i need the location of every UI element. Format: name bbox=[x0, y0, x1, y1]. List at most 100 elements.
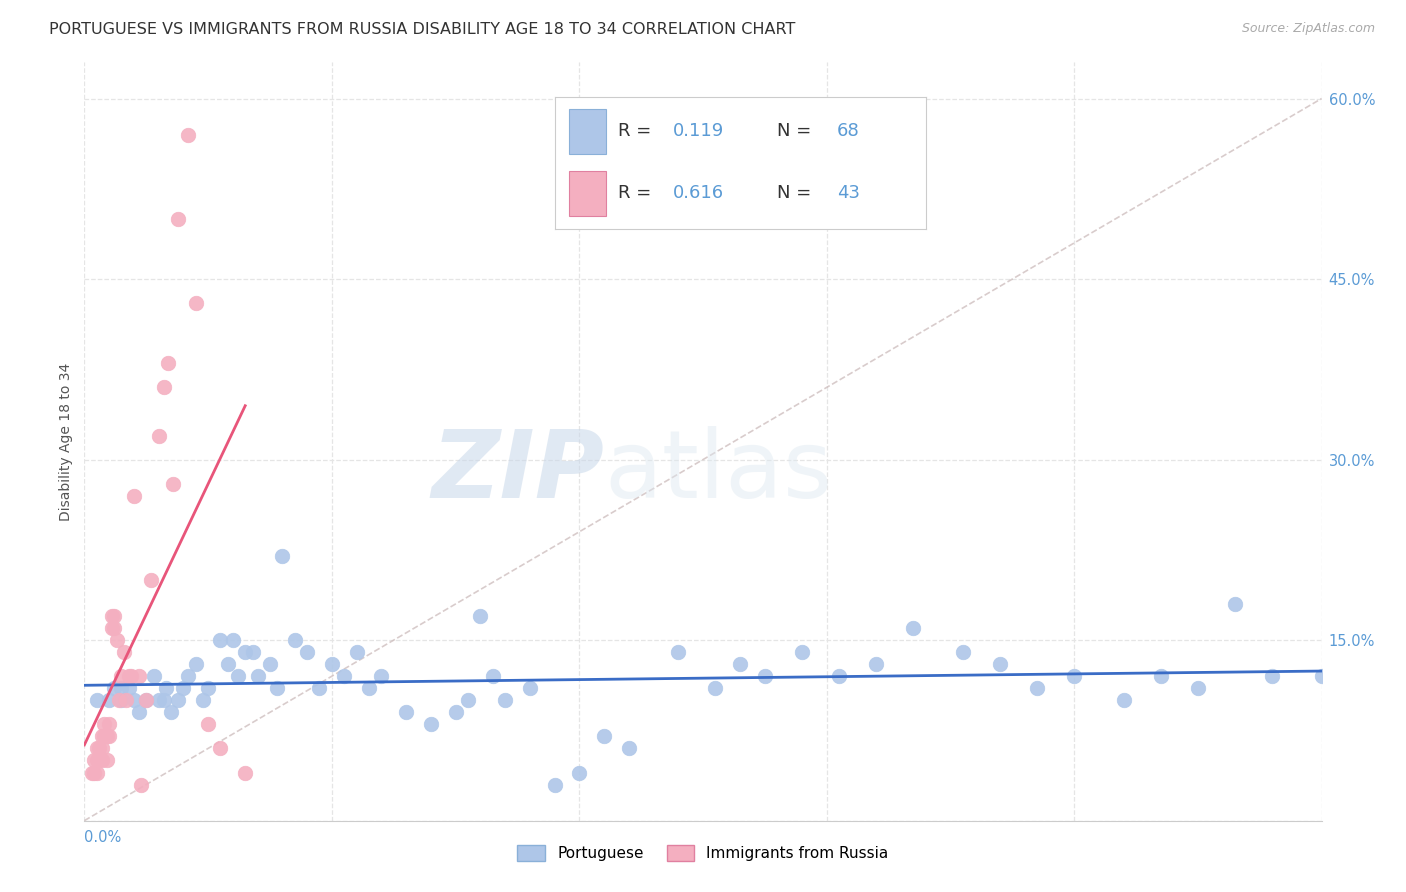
Point bbox=[90, 741, 112, 756]
Point bbox=[160, 706, 183, 720]
Point bbox=[167, 211, 190, 226]
Point bbox=[828, 669, 851, 683]
Point bbox=[395, 706, 418, 720]
Point bbox=[191, 693, 214, 707]
Point bbox=[346, 645, 368, 659]
Point bbox=[308, 681, 330, 696]
Point bbox=[242, 645, 264, 659]
Point bbox=[112, 645, 135, 659]
Point bbox=[90, 754, 112, 768]
Point bbox=[728, 657, 751, 672]
Point bbox=[1150, 669, 1173, 683]
Point bbox=[226, 669, 249, 683]
Point bbox=[83, 754, 105, 768]
Point bbox=[903, 621, 925, 635]
Point bbox=[129, 778, 152, 792]
Point bbox=[1261, 669, 1284, 683]
Point bbox=[110, 693, 132, 707]
Point bbox=[357, 681, 380, 696]
Point bbox=[135, 693, 157, 707]
Point bbox=[233, 765, 256, 780]
Point bbox=[177, 128, 200, 142]
Point bbox=[184, 657, 207, 672]
Point bbox=[370, 669, 392, 683]
Point bbox=[266, 681, 288, 696]
Point bbox=[184, 296, 207, 310]
Point bbox=[865, 657, 887, 672]
Point bbox=[100, 621, 122, 635]
Legend: Portuguese, Immigrants from Russia: Portuguese, Immigrants from Russia bbox=[512, 839, 894, 868]
Point bbox=[86, 693, 108, 707]
Point bbox=[1223, 597, 1246, 611]
Point bbox=[110, 669, 132, 683]
Text: 0.0%: 0.0% bbox=[84, 830, 121, 845]
Text: PORTUGUESE VS IMMIGRANTS FROM RUSSIA DISABILITY AGE 18 TO 34 CORRELATION CHART: PORTUGUESE VS IMMIGRANTS FROM RUSSIA DIS… bbox=[49, 22, 796, 37]
Point bbox=[122, 693, 145, 707]
Point bbox=[86, 754, 108, 768]
Y-axis label: Disability Age 18 to 34: Disability Age 18 to 34 bbox=[59, 362, 73, 521]
Point bbox=[110, 681, 132, 696]
Point bbox=[80, 765, 103, 780]
Point bbox=[141, 573, 163, 587]
Point bbox=[295, 645, 318, 659]
Point bbox=[148, 428, 170, 442]
Point bbox=[666, 645, 689, 659]
Point bbox=[271, 549, 294, 563]
Point bbox=[90, 730, 112, 744]
Point bbox=[333, 669, 356, 683]
Point bbox=[118, 669, 141, 683]
Text: atlas: atlas bbox=[605, 425, 832, 518]
Point bbox=[93, 730, 115, 744]
Point bbox=[209, 633, 232, 648]
Point bbox=[155, 681, 177, 696]
Point bbox=[89, 754, 111, 768]
Point bbox=[246, 669, 269, 683]
Text: Source: ZipAtlas.com: Source: ZipAtlas.com bbox=[1241, 22, 1375, 36]
Point bbox=[118, 681, 141, 696]
Point bbox=[177, 669, 200, 683]
Point bbox=[790, 645, 813, 659]
Point bbox=[704, 681, 727, 696]
Point bbox=[197, 717, 219, 731]
Point bbox=[1112, 693, 1135, 707]
Point bbox=[103, 609, 125, 624]
Point bbox=[952, 645, 974, 659]
Point bbox=[135, 693, 157, 707]
Point bbox=[105, 633, 128, 648]
Point bbox=[470, 609, 492, 624]
Point bbox=[988, 657, 1011, 672]
Point bbox=[209, 741, 232, 756]
Point bbox=[167, 693, 190, 707]
Point bbox=[96, 754, 118, 768]
Point bbox=[444, 706, 467, 720]
Point bbox=[148, 693, 170, 707]
Point bbox=[617, 741, 640, 756]
Point bbox=[1187, 681, 1209, 696]
Point bbox=[98, 717, 121, 731]
Point bbox=[754, 669, 776, 683]
Point bbox=[1026, 681, 1049, 696]
Point bbox=[568, 765, 591, 780]
Point bbox=[120, 669, 142, 683]
Point bbox=[284, 633, 307, 648]
Text: ZIP: ZIP bbox=[432, 425, 605, 518]
Point bbox=[1310, 669, 1333, 683]
Point bbox=[457, 693, 479, 707]
Point bbox=[222, 633, 245, 648]
Point bbox=[98, 693, 121, 707]
Point bbox=[89, 741, 111, 756]
Point bbox=[142, 669, 165, 683]
Point bbox=[98, 730, 121, 744]
Point bbox=[128, 669, 150, 683]
Point bbox=[321, 657, 343, 672]
Point bbox=[419, 717, 441, 731]
Point bbox=[1063, 669, 1085, 683]
Point bbox=[233, 645, 256, 659]
Point bbox=[86, 741, 108, 756]
Point bbox=[100, 609, 122, 624]
Point bbox=[481, 669, 503, 683]
Point bbox=[543, 778, 565, 792]
Point bbox=[108, 693, 131, 707]
Point bbox=[93, 717, 115, 731]
Point bbox=[103, 681, 125, 696]
